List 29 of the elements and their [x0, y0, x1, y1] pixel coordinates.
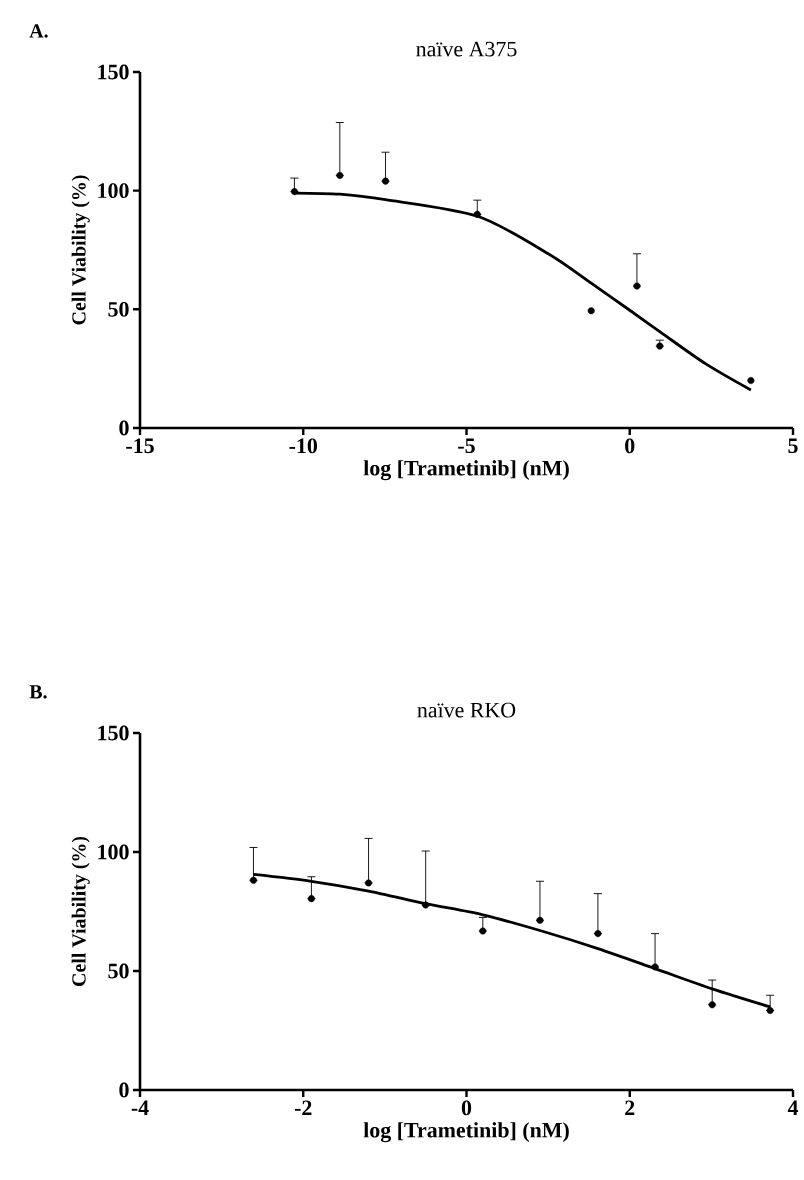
x-tick-label: -2 — [294, 1100, 312, 1116]
x-tick-label: -4 — [131, 1100, 149, 1115]
y-tick-label: 50 — [108, 963, 129, 979]
x-tick-label: -5 — [458, 438, 475, 454]
text: A. — [29, 24, 48, 38]
y-axis-title: Cell Viability (%) — [71, 175, 90, 325]
x-tick-label: -10 — [289, 438, 318, 454]
x-tick-label: 0 — [461, 1100, 472, 1116]
chart-title: naïve RKO — [417, 702, 516, 718]
y-tick-label: 100 — [98, 844, 129, 860]
x-tick-label: -15 — [126, 438, 154, 454]
x-axis-title: log [Trametinib] (nM) — [363, 1122, 569, 1143]
x-tick-label: 2 — [625, 1100, 635, 1116]
x-tick-label: 5 — [788, 438, 798, 454]
point — [587, 307, 595, 315]
point — [747, 377, 755, 385]
x-axis-title: log [Trametinib] (nM) — [363, 460, 569, 481]
chart-title: naïve A375 — [416, 41, 517, 57]
point — [336, 171, 344, 179]
y-axis-title: Cell Viability (%) — [71, 836, 90, 986]
x-tick-label: 4 — [787, 1100, 799, 1115]
y-tick-label: 150 — [98, 64, 129, 80]
y-tick-label: 0 — [119, 1082, 129, 1098]
y-tick-label: 50 — [108, 301, 129, 317]
y-tick-label: 150 — [98, 725, 129, 741]
text: B. — [29, 685, 47, 699]
y-tick-label: 0 — [119, 420, 129, 436]
y-tick-label: 100 — [98, 183, 129, 199]
x-tick-label: 0 — [625, 438, 635, 454]
